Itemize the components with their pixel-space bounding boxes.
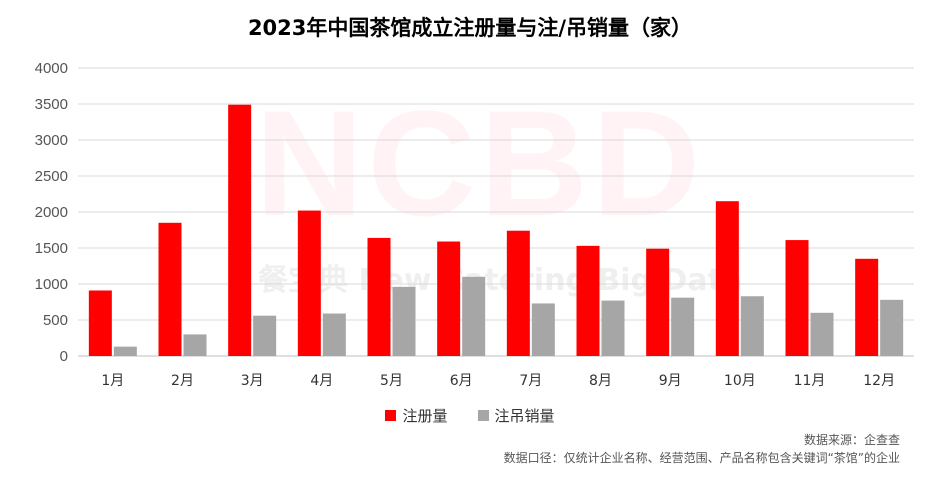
bar-cancelled [253, 315, 277, 356]
x-tick-label: 7月 [519, 373, 542, 389]
bar-registered [297, 210, 321, 356]
bar-cancelled [601, 300, 625, 356]
x-tick-label: 2月 [171, 373, 194, 389]
legend-label-registered: 注册量 [402, 407, 448, 425]
bar-registered [785, 240, 809, 356]
bar-registered [506, 230, 530, 356]
x-tick-label: 6月 [450, 373, 473, 389]
x-tick-label: 4月 [310, 373, 333, 389]
bar-registered [88, 290, 112, 356]
bar-cancelled [810, 312, 834, 356]
y-tick-label: 2000 [35, 204, 68, 221]
chart-title: 2023年中国茶馆成立注册量与注/吊销量（家） [247, 16, 693, 40]
bar-registered [576, 245, 600, 356]
y-tick-label: 4000 [35, 60, 68, 77]
x-tick-label: 11月 [794, 373, 826, 389]
bar-cancelled [392, 286, 416, 356]
bar-cancelled [531, 303, 555, 356]
bar-cancelled [113, 346, 137, 356]
bar-registered [158, 222, 182, 356]
legend-item-cancelled: 注吊销量 [477, 405, 555, 426]
bar-registered [646, 248, 670, 356]
bar-registered [228, 104, 252, 356]
bar-cancelled [322, 313, 346, 356]
y-tick-label: 1500 [35, 240, 68, 257]
legend: 注册量 注吊销量 [0, 405, 940, 426]
legend-swatch-registered [385, 410, 397, 421]
x-tick-label: 5月 [380, 373, 403, 389]
bar-registered [715, 201, 739, 356]
y-axis-ticks: 0 500 1000 1500 2000 2500 3000 3500 4000 [35, 60, 68, 365]
x-tick-label: 3月 [241, 373, 264, 389]
y-tick-label: 3500 [35, 96, 68, 113]
gridlines [78, 67, 914, 357]
data-source-note: 数据来源：企查查 [803, 433, 900, 447]
data-scope-note: 数据口径：仅统计企业名称、经营范围、产品名称包含关键词“茶馆”的企业 [503, 451, 900, 465]
y-tick-label: 500 [43, 312, 68, 329]
bar-cancelled [740, 296, 764, 356]
y-tick-label: 1000 [35, 276, 68, 293]
x-tick-label: 8月 [589, 373, 612, 389]
y-tick-label: 2500 [35, 168, 68, 185]
bar-registered [367, 237, 391, 356]
y-tick-label: 0 [60, 348, 68, 365]
y-tick-label: 3000 [35, 132, 68, 149]
bars [88, 104, 904, 356]
legend-item-registered: 注册量 [385, 405, 448, 426]
legend-swatch-cancelled [477, 410, 489, 421]
x-tick-label: 10月 [724, 373, 756, 389]
bar-registered [855, 258, 879, 356]
bar-registered [437, 241, 461, 356]
x-tick-label: 1月 [101, 373, 124, 389]
bar-cancelled [880, 299, 904, 356]
x-axis-ticks: 1月 2月 3月 4月 5月 6月 7月 8月 9月 10月 11月 12月 [101, 373, 895, 389]
bar-cancelled [462, 276, 486, 356]
legend-label-cancelled: 注吊销量 [494, 407, 555, 425]
bar-cancelled [671, 297, 695, 356]
x-tick-label: 12月 [863, 373, 895, 389]
x-tick-label: 9月 [659, 373, 682, 389]
bar-cancelled [183, 334, 207, 356]
